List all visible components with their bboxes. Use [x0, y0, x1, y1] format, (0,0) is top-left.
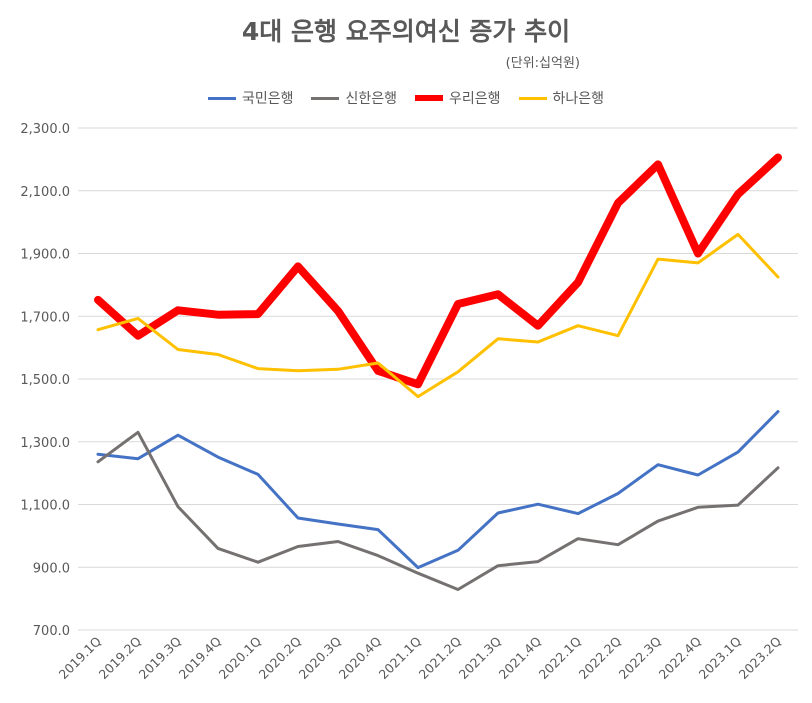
legend-label: 하나은행	[552, 91, 605, 107]
y-tick-label: 1,100.0	[20, 499, 70, 514]
legend-label: 신한은행	[345, 91, 397, 107]
x-tick-label: 2019.1Q	[56, 633, 105, 682]
y-tick-label: 900.0	[33, 561, 70, 576]
x-tick-label: 2020.4Q	[336, 633, 385, 682]
x-tick-label: 2023.1Q	[696, 633, 745, 682]
y-tick-label: 1,500.0	[20, 373, 70, 388]
y-tick-label: 1,300.0	[20, 436, 70, 451]
x-tick-label: 2022.3Q	[616, 633, 665, 682]
legend-swatch	[207, 96, 236, 100]
y-tick-label: 2,300.0	[20, 122, 70, 137]
x-tick-label: 2021.4Q	[496, 633, 545, 682]
series-line-신한은행	[96, 430, 780, 591]
legend-swatch	[415, 95, 443, 101]
chart-unit: (단위:십억원)	[505, 56, 580, 71]
legend-item: 하나은행	[518, 88, 605, 108]
x-tick-label: 2019.3Q	[136, 633, 185, 682]
x-tick-label: 2022.4Q	[656, 633, 705, 682]
x-tick-label: 2023.2Q	[736, 633, 785, 682]
x-tick-label: 2020.2Q	[256, 633, 305, 682]
y-tick-label: 2,100.0	[20, 185, 70, 200]
series-line-우리은행	[94, 153, 782, 389]
legend-swatch	[518, 96, 547, 100]
x-tick-label: 2019.4Q	[176, 633, 225, 682]
x-tick-label: 2019.2Q	[96, 633, 145, 682]
legend-label: 우리은행	[449, 91, 501, 107]
y-tick-label: 1,900.0	[20, 248, 70, 263]
legend-item: 국민은행	[207, 88, 294, 108]
legend: 국민은행 신한은행 우리은행 하나은행	[0, 88, 812, 108]
x-tick-label: 2022.2Q	[576, 633, 625, 682]
legend-label: 국민은행	[241, 91, 294, 107]
x-tick-label: 2020.3Q	[296, 633, 345, 682]
legend-item: 신한은행	[311, 88, 397, 108]
x-tick-label: 2021.3Q	[456, 633, 505, 682]
legend-item: 우리은행	[415, 88, 501, 108]
y-tick-label: 1,700.0	[20, 310, 70, 325]
x-tick-label: 2022.1Q	[536, 633, 585, 682]
legend-swatch	[311, 96, 340, 100]
x-tick-label: 2021.1Q	[376, 633, 425, 682]
series-line-국민은행	[96, 410, 780, 570]
series-line-하나은행	[96, 232, 780, 399]
y-tick-label: 700.0	[33, 624, 70, 639]
chart-title: 4대 은행 요주의여신 증가 추이	[241, 17, 571, 46]
x-tick-label: 2021.2Q	[416, 633, 465, 682]
x-tick-label: 2020.1Q	[216, 633, 265, 682]
